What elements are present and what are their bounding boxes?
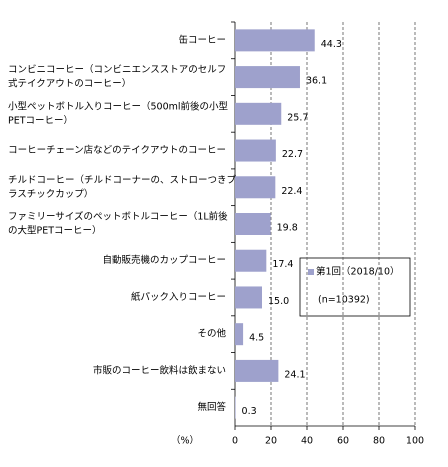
x-tick-label: 80 (373, 436, 385, 447)
y-tick-label: ラスチックカップ） (8, 188, 93, 200)
value-label: 22.4 (281, 186, 302, 197)
y-tick-label: ファミリーサイズのペットボトルコーヒー（1L前後 (8, 211, 228, 223)
y-tick-label: 小型ペットボトル入りコーヒー（500ml前後の小型 (8, 100, 229, 112)
bar (235, 176, 276, 199)
value-label: 25.7 (287, 112, 308, 123)
value-label: 44.3 (321, 39, 342, 50)
bar (235, 102, 282, 125)
x-tick-label: 100 (406, 436, 424, 447)
x-tick-label: 20 (265, 436, 277, 447)
x-tick-label: 0 (232, 436, 238, 447)
y-tick-label: 市販のコーヒー飲料は飲まない (93, 364, 226, 376)
value-label: 15.0 (268, 296, 289, 307)
bar (235, 286, 262, 309)
y-tick-label: 式テイクアウトのコーヒー） (8, 78, 131, 90)
x-tick-label: 60 (337, 436, 349, 447)
y-tick-label: その他 (197, 328, 226, 340)
y-tick-label: 紙パック入りコーヒー (131, 291, 226, 303)
y-tick-label: 缶コーヒー (178, 34, 226, 46)
y-tick-label: コーヒーチェーン店などのテイクアウトのコーヒー (8, 144, 226, 156)
y-tick-label: コンビニコーヒー（コンビニエンスストアのセルフ (8, 64, 226, 76)
y-tick-label: 無回答 (197, 401, 226, 413)
bar (235, 249, 267, 272)
value-label: 24.1 (284, 369, 305, 380)
bar (235, 66, 300, 89)
x-axis-label: （%） (171, 435, 199, 447)
legend-note: (n=10392) (318, 295, 370, 306)
x-tick-label: 40 (301, 436, 313, 447)
y-tick-label: 自動販売機のカップコーヒー (102, 254, 226, 266)
value-label: 19.8 (277, 223, 298, 234)
value-label: 0.3 (242, 406, 257, 417)
bar (235, 323, 244, 346)
legend-box (299, 257, 411, 317)
bar (235, 29, 315, 52)
value-label: 4.5 (249, 333, 264, 344)
value-label: 22.7 (282, 149, 303, 160)
legend-swatch (308, 269, 314, 275)
y-tick-label: PETコーヒー） (8, 114, 73, 126)
bar (235, 213, 271, 235)
bar (235, 359, 279, 382)
legend-label: 第1回（2018/10） (316, 266, 400, 278)
bar (235, 139, 276, 162)
value-label: 17.4 (272, 259, 293, 270)
y-tick-label: チルドコーヒー（チルドコーナーの、ストローつきプ (8, 174, 237, 186)
bar (235, 396, 236, 419)
y-tick-label: の大型PETコーヒー） (8, 225, 102, 237)
value-label: 36.1 (306, 76, 327, 87)
